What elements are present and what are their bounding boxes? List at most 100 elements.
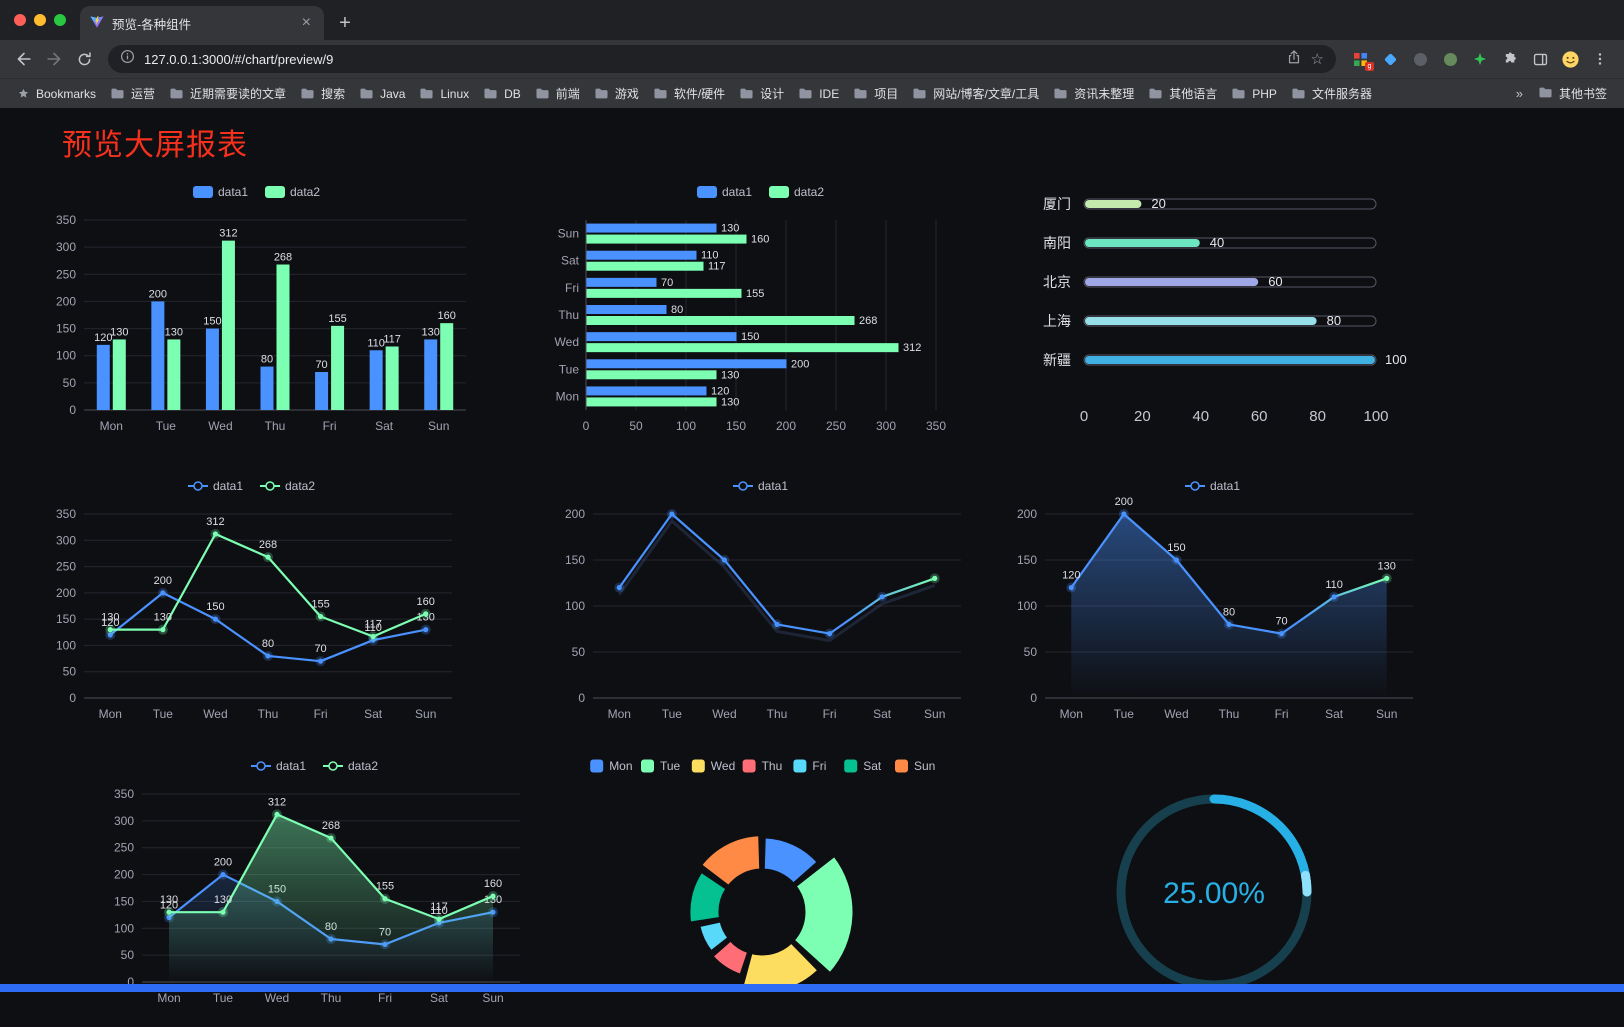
legend-item[interactable]: data2 — [769, 185, 824, 199]
svg-text:100: 100 — [1017, 599, 1037, 613]
bookmark-folder[interactable]: 运营 — [103, 85, 162, 102]
folder-icon — [799, 88, 812, 99]
bookmark-folder[interactable]: 网站/博客/文章/工具 — [905, 85, 1046, 102]
extension-badge: g — [1365, 62, 1374, 71]
legend-item[interactable]: Sat — [844, 759, 882, 773]
browser-window: 预览-各种组件 × + 127.0.0.1:3000/#/chart/previ… — [0, 0, 1624, 108]
forward-button[interactable] — [40, 45, 68, 73]
legend-item[interactable]: Mon — [590, 759, 633, 773]
legend-item[interactable]: Sun — [895, 759, 935, 773]
legend-item[interactable]: Fri — [793, 759, 826, 773]
folder-icon — [854, 88, 867, 99]
extension-star-icon[interactable] — [1466, 45, 1494, 73]
extensions-puzzle-icon[interactable] — [1496, 45, 1524, 73]
bookmark-folder[interactable]: 文件服务器 — [1284, 85, 1379, 102]
bookmark-folder[interactable]: 前端 — [528, 85, 587, 102]
legend-item[interactable]: data1 — [251, 759, 306, 773]
svg-text:Sun: Sun — [1376, 707, 1397, 721]
browser-tab[interactable]: 预览-各种组件 × — [80, 6, 324, 40]
bookmark-folder[interactable]: 设计 — [732, 85, 791, 102]
bookmarks-list: 运营 近期需要读的文章 搜索 Java Linux DB 前端 游戏 软件/硬件 设计 IDE 项目 网… — [103, 85, 1508, 102]
svg-text:120: 120 — [101, 617, 119, 629]
svg-text:130: 130 — [110, 326, 128, 338]
refresh-button[interactable] — [70, 45, 98, 73]
share-icon[interactable] — [1286, 49, 1302, 70]
bookmark-folder[interactable]: 项目 — [846, 85, 905, 102]
bookmark-folder[interactable]: PHP — [1224, 87, 1284, 101]
other-bookmarks-folder[interactable]: 其他书签 — [1531, 85, 1614, 102]
svg-text:0: 0 — [69, 691, 76, 705]
svg-text:110: 110 — [367, 337, 385, 349]
legend-item[interactable]: data1 — [193, 185, 248, 199]
bookmark-folder[interactable]: 近期需要读的文章 — [162, 85, 293, 102]
side-panel-icon[interactable] — [1526, 45, 1554, 73]
svg-text:南阳: 南阳 — [1043, 235, 1071, 251]
legend-item[interactable]: data2 — [265, 185, 320, 199]
svg-text:Wed: Wed — [712, 707, 736, 721]
new-tab-button[interactable]: + — [339, 11, 351, 34]
bookmark-label: 项目 — [874, 87, 899, 101]
svg-text:250: 250 — [56, 267, 76, 281]
folder-icon — [420, 88, 433, 99]
svg-text:Sat: Sat — [863, 759, 882, 773]
bookmark-label: 近期需要读的文章 — [190, 87, 287, 101]
svg-text:150: 150 — [1167, 542, 1185, 554]
legend-item[interactable]: Wed — [691, 759, 735, 773]
back-button[interactable] — [10, 45, 38, 73]
bookmark-folder[interactable]: DB — [476, 87, 528, 101]
bookmark-label: 软件/硬件 — [673, 87, 726, 101]
bookmark-folder[interactable]: 其他语言 — [1141, 85, 1224, 102]
bookmark-label: DB — [504, 86, 521, 101]
bookmark-star-icon[interactable]: ☆ — [1310, 51, 1324, 68]
bookmark-folder[interactable]: IDE — [791, 87, 846, 101]
tab-close-icon[interactable]: × — [301, 14, 311, 31]
bookmark-folder[interactable]: 搜索 — [293, 85, 352, 102]
zoom-window-button[interactable] — [54, 14, 66, 26]
address-bar[interactable]: 127.0.0.1:3000/#/chart/preview/9 ☆ — [108, 45, 1336, 73]
extension-drop-icon[interactable] — [1376, 45, 1404, 73]
bookmark-folder[interactable]: Linux — [412, 87, 476, 101]
legend-item[interactable]: Tue — [641, 759, 681, 773]
legend-item[interactable]: data2 — [260, 479, 315, 493]
svg-text:268: 268 — [322, 820, 340, 832]
minimize-window-button[interactable] — [34, 14, 46, 26]
svg-text:Sun: Sun — [415, 707, 436, 721]
svg-text:Mon: Mon — [100, 419, 123, 433]
svg-text:25.00%: 25.00% — [1163, 877, 1265, 910]
close-window-button[interactable] — [14, 14, 26, 26]
bookmark-label: 设计 — [760, 87, 785, 101]
legend-item[interactable]: data1 — [188, 479, 243, 493]
legend-item[interactable]: data1 — [1185, 479, 1240, 493]
svg-text:70: 70 — [661, 277, 673, 289]
bookmark-label: 运营 — [131, 87, 156, 101]
svg-text:data1: data1 — [276, 759, 306, 773]
svg-text:Mon: Mon — [608, 707, 631, 721]
legend-item[interactable]: data1 — [733, 479, 788, 493]
svg-text:150: 150 — [726, 419, 746, 433]
bookmark-folder[interactable]: Java — [352, 87, 412, 101]
chart-rose-donut: Mon Tue Wed Thu Fri Sat Sun — [536, 752, 988, 1027]
menu-icon[interactable] — [1586, 45, 1614, 73]
bookmarks-overflow-chevron[interactable]: » — [1515, 86, 1523, 101]
svg-text:130: 130 — [721, 396, 739, 408]
legend-item[interactable]: Thu — [742, 759, 783, 773]
bookmarks-home-item[interactable]: Bookmarks — [10, 87, 103, 101]
bookmark-folder[interactable]: 资讯未整理 — [1046, 85, 1141, 102]
extension-grid-icon[interactable]: g — [1346, 45, 1374, 73]
profile-avatar[interactable] — [1556, 45, 1584, 73]
svg-text:data1: data1 — [213, 479, 243, 493]
bookmark-folder[interactable]: 软件/硬件 — [646, 85, 732, 102]
svg-text:130: 130 — [1378, 560, 1396, 572]
svg-text:100: 100 — [114, 921, 134, 935]
svg-text:50: 50 — [629, 419, 643, 433]
bookmark-folder[interactable]: 游戏 — [587, 85, 646, 102]
extension-green-icon[interactable] — [1436, 45, 1464, 73]
extension-dark-icon[interactable] — [1406, 45, 1434, 73]
site-info-icon[interactable] — [120, 49, 135, 69]
chart-canvas: data1 data2 0 50 100 150 200 250 300 350 Mon Tue Wed… — [56, 479, 452, 721]
legend-item[interactable]: data2 — [323, 759, 378, 773]
folder-icon — [1054, 88, 1067, 99]
svg-text:data2: data2 — [348, 759, 378, 773]
page-title: 预览大屏报表 — [62, 129, 248, 162]
legend-item[interactable]: data1 — [697, 185, 752, 199]
